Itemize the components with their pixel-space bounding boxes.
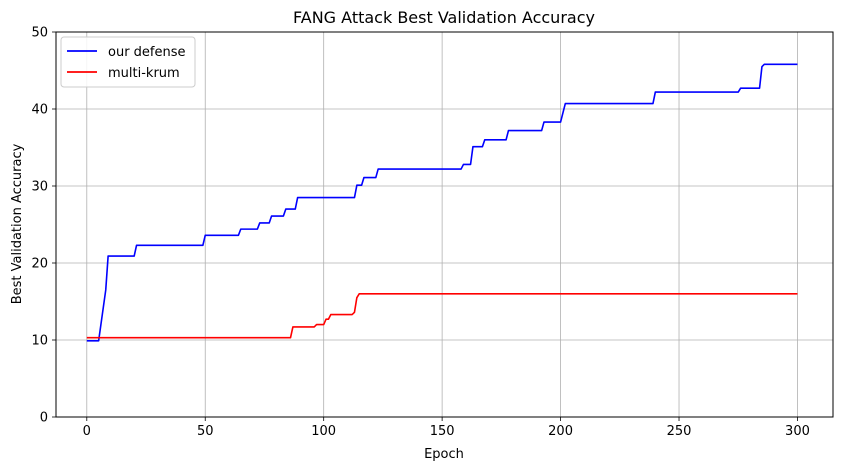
y-axis: 0 10 20 30 40 50: [31, 26, 56, 426]
legend-label-multi-krum: multi-krum: [108, 66, 180, 81]
y-tick-label: 20: [31, 257, 48, 272]
legend-box: [60, 36, 196, 88]
y-tick-label: 0: [40, 411, 48, 426]
x-tick-label: 100: [311, 424, 336, 439]
y-tick-label: 30: [31, 180, 48, 195]
chart-title: FANG Attack Best Validation Accuracy: [293, 8, 595, 27]
legend: our defense multi-krum: [60, 36, 196, 88]
x-tick-label: 50: [197, 424, 214, 439]
plot-frame: [55, 31, 834, 418]
legend-label-our-defense: our defense: [108, 45, 186, 60]
series-layer: [86, 63, 798, 342]
x-tick-label: 200: [548, 424, 573, 439]
series-line-our-defense: [86, 63, 798, 342]
x-tick-label: 300: [785, 424, 810, 439]
x-axis-label: Epoch: [424, 447, 464, 462]
y-axis-label: Best Validation Accuracy: [10, 143, 25, 304]
series-line-multi-krum: [86, 292, 798, 339]
x-tick-label: 150: [430, 424, 455, 439]
y-tick-label: 10: [31, 334, 48, 349]
y-tick-label: 50: [31, 26, 48, 41]
y-tick-label: 40: [31, 103, 48, 118]
x-tick-label: 0: [83, 424, 91, 439]
x-tick-label: 250: [667, 424, 692, 439]
x-axis: 0 50 100 150 200 250 300: [83, 417, 810, 439]
